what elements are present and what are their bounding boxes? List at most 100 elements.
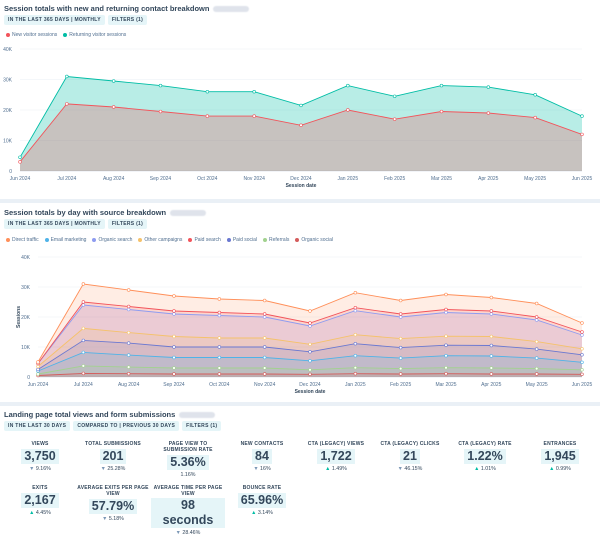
y-tick-label: 0 — [27, 375, 30, 381]
legend-item-paid-search[interactable]: Paid search — [188, 237, 221, 243]
x-tick-label: Apr 2025 — [478, 176, 499, 182]
point-organic-search — [580, 333, 584, 337]
panel-title[interactable]: Session totals with new and returning co… — [4, 4, 250, 13]
legend-item-other-campaigns[interactable]: Other campaigns — [138, 237, 182, 243]
point-email-marketing — [81, 350, 86, 355]
kpi-cta-legacy-clicks[interactable]: CTA (LEGACY) CLICKS 21 ▼ 46.15% — [374, 441, 446, 472]
kpi-change-value: 9.16% — [35, 466, 51, 472]
point-direct-traffic — [262, 298, 267, 303]
legend-label: Organic social — [301, 237, 334, 243]
kpi-change: 1.16% — [152, 472, 224, 478]
kpi-value: 201 — [99, 449, 127, 464]
trend-up-icon: ▲ — [549, 466, 556, 472]
filter-bar: IN THE LAST 365 DAYS | MONTHLY FILTERS (… — [4, 219, 148, 229]
point-referrals — [262, 366, 267, 370]
point-other-campaigns — [398, 336, 403, 341]
kpi-change: ▼ 25.28% — [77, 466, 149, 472]
legend-item-new-visitor[interactable]: New visitor sessions — [6, 32, 57, 38]
kpi-change-value: 5.18% — [108, 516, 124, 522]
compare-filter[interactable]: COMPARED TO | PREVIOUS 30 DAYS — [73, 421, 180, 431]
kpi-value: 65.96% — [237, 493, 287, 508]
legend-item-email-marketing[interactable]: Email marketing — [44, 237, 86, 243]
kpi-new-contacts[interactable]: NEW CONTACTS 84 ▼ 16% — [226, 441, 298, 472]
legend-item-organic-social[interactable]: Organic social — [295, 237, 333, 243]
kpi-label: BOUNCE RATE — [242, 485, 282, 491]
point-returning-visitor-sessions — [533, 93, 537, 97]
source-stacked-area-chart: 0 10K 20K 30K 40K Jun 2024 Jul 2024 Aug 2024 Sep… — [16, 255, 593, 395]
x-tick-label: Dec 2024 — [299, 382, 321, 388]
legend-swatch — [6, 33, 10, 37]
filters-button[interactable]: FILTERS (1) — [107, 15, 148, 25]
point-new-visitor-sessions — [392, 117, 397, 121]
point-email-marketing — [353, 353, 358, 358]
date-range-filter[interactable]: IN THE LAST 365 DAYS | MONTHLY — [4, 15, 105, 25]
kpi-average-exits-per-page-view[interactable]: AVERAGE EXITS PER PAGE VIEW 57.79% ▼ 5.18% — [76, 485, 150, 522]
legend-item-direct-traffic[interactable]: Direct traffic — [6, 237, 39, 243]
kpi-cta-legacy-views[interactable]: CTA (LEGACY) VIEWS 1,722 ▲ 1.49% — [300, 441, 372, 472]
y-tick-label: 10K — [21, 345, 31, 351]
point-direct-traffic — [398, 298, 403, 303]
point-paid-social — [534, 347, 539, 351]
kpi-page-view-to-submission-rate[interactable]: PAGE VIEW TO SUBMISSION RATE 5.36% 1.16% — [152, 441, 224, 478]
legend-item-referrals[interactable]: Referrals — [263, 237, 289, 243]
panel-title[interactable]: Session totals by day with source breakd… — [4, 208, 207, 217]
point-organic-search — [262, 315, 267, 319]
point-returning-visitor-sessions — [346, 83, 350, 88]
point-returning-visitor-sessions — [580, 114, 584, 118]
kpi-change-value: 25.28% — [107, 466, 126, 472]
point-organic-social — [81, 371, 86, 376]
legend-item-returning-visitor[interactable]: Returning visitor sessions — [63, 32, 126, 38]
point-paid-search — [217, 310, 222, 315]
redacted-label — [170, 210, 207, 217]
x-tick-label: Sep 2024 — [150, 176, 172, 182]
x-tick-label: Aug 2024 — [118, 382, 140, 388]
legend-label: Organic search — [98, 237, 133, 243]
x-tick-label: Mar 2025 — [431, 176, 452, 182]
kpi-label: AVERAGE TIME PER PAGE VIEW — [153, 485, 223, 497]
point-other-campaigns — [580, 347, 584, 351]
legend-swatch — [263, 238, 268, 242]
point-paid-social — [262, 345, 267, 349]
point-organic-search — [217, 313, 222, 318]
x-tick-label: Jun 2024 — [10, 176, 31, 182]
kpi-exits[interactable]: EXITS 2,167 ▲ 4.45% — [3, 485, 77, 516]
point-paid-social — [126, 341, 131, 345]
kpi-average-time-per-page-view[interactable]: AVERAGE TIME PER PAGE VIEW 98 seconds ▼ 28… — [151, 485, 225, 536]
legend-item-organic-search[interactable]: Organic search — [92, 237, 132, 243]
kpi-entrances[interactable]: ENTRANCES 1,945 ▲ 0.99% — [524, 441, 596, 472]
kpi-label: EXITS — [32, 485, 48, 491]
kpi-bounce-rate[interactable]: BOUNCE RATE 65.96% ▲ 3.14% — [225, 485, 299, 516]
point-new-visitor-sessions — [346, 108, 350, 112]
point-new-visitor-sessions — [111, 105, 116, 109]
point-referrals — [534, 366, 539, 371]
point-paid-search — [81, 300, 86, 304]
kpi-change: ▼ 9.16% — [4, 466, 76, 472]
kpi-change: ▲ 1.01% — [449, 466, 521, 472]
legend-swatch — [138, 238, 143, 242]
date-range-filter[interactable]: IN THE LAST 365 DAYS | MONTHLY — [4, 219, 105, 229]
panel-divider — [0, 402, 600, 406]
filters-button[interactable]: FILTERS (1) — [182, 421, 222, 431]
point-other-campaigns — [444, 334, 448, 338]
kpi-total-submissions[interactable]: TOTAL SUBMISSIONS 201 ▼ 25.28% — [77, 441, 149, 472]
kpi-views[interactable]: VIEWS 3,750 ▼ 9.16% — [4, 441, 76, 472]
kpi-cta-legacy-rate[interactable]: CTA (LEGACY) RATE 1.22% ▲ 1.01% — [449, 441, 521, 472]
date-range-filter[interactable]: IN THE LAST 30 DAYS — [4, 421, 71, 431]
x-tick-label: Feb 2025 — [390, 382, 411, 388]
x-tick-label: Oct 2024 — [197, 176, 218, 182]
point-other-campaigns — [36, 364, 40, 369]
filters-button[interactable]: FILTERS (1) — [107, 219, 148, 229]
kpi-value: 98 seconds — [151, 498, 225, 528]
legend-item-paid-social[interactable]: Paid social — [226, 237, 257, 243]
panel-title[interactable]: Landing page total views and form submis… — [4, 410, 216, 419]
point-new-visitor-sessions — [299, 123, 303, 127]
panel-divider — [0, 199, 600, 203]
point-email-marketing — [444, 353, 448, 358]
legend-swatch — [6, 238, 10, 242]
area-direct-traffic — [38, 284, 582, 377]
point-paid-social — [172, 345, 176, 349]
kpi-change-value: 1.49% — [331, 466, 347, 472]
chart-legend: New visitor sessions Returning visitor s… — [6, 32, 126, 38]
trend-up-icon: ▲ — [325, 466, 332, 472]
filter-bar: IN THE LAST 365 DAYS | MONTHLY FILTERS (… — [4, 15, 148, 25]
